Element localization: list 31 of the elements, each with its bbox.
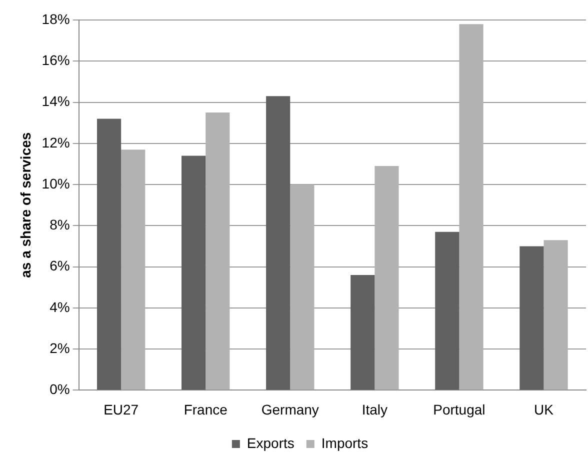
bar xyxy=(96,118,122,390)
y-tick-label: 16% xyxy=(42,52,70,68)
y-tick-label: 6% xyxy=(50,258,70,274)
bar xyxy=(290,184,314,390)
y-axis-title: as a share of services xyxy=(17,132,34,278)
y-tick-label: 18% xyxy=(42,10,70,27)
bar xyxy=(121,150,146,390)
y-tick-label: 0% xyxy=(50,381,70,398)
x-tick-label: Portugal xyxy=(433,401,486,418)
x-tick-label: France xyxy=(184,401,228,418)
y-tick-label: 14% xyxy=(42,93,70,110)
bar xyxy=(350,275,375,390)
bar xyxy=(206,112,230,390)
y-tick-label: 10% xyxy=(42,175,70,192)
legend-label: Exports xyxy=(246,434,294,451)
bar xyxy=(266,96,290,390)
x-tick-label: Germany xyxy=(261,401,319,418)
y-tick-label: 8% xyxy=(50,216,70,233)
x-tick-label: EU27 xyxy=(104,401,139,418)
y-tick-label: 2% xyxy=(50,340,70,356)
bar xyxy=(544,240,568,390)
legend-label: Imports xyxy=(321,434,368,451)
bar xyxy=(459,24,484,390)
y-tick-label: 4% xyxy=(50,298,70,315)
bar xyxy=(374,166,399,390)
x-tick-label: Italy xyxy=(362,401,388,418)
x-tick-label: UK xyxy=(534,401,554,418)
y-tick-label: 12% xyxy=(42,134,70,150)
bar xyxy=(182,156,206,390)
bar xyxy=(520,246,544,390)
bar xyxy=(435,232,460,390)
